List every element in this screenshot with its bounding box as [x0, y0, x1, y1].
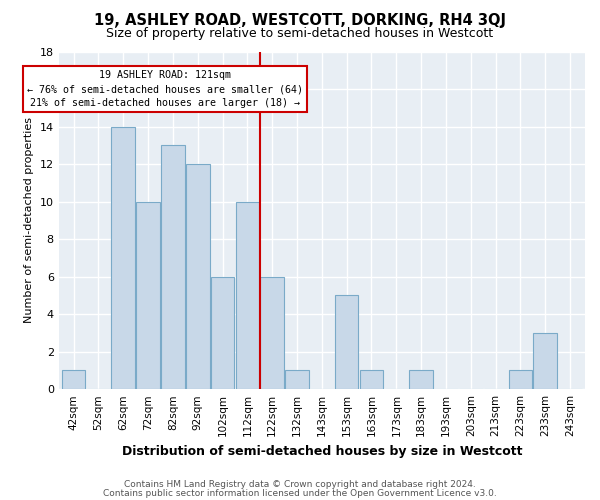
Bar: [409, 370, 433, 389]
Text: 19, ASHLEY ROAD, WESTCOTT, DORKING, RH4 3QJ: 19, ASHLEY ROAD, WESTCOTT, DORKING, RH4 …: [94, 12, 506, 28]
X-axis label: Distribution of semi-detached houses by size in Westcott: Distribution of semi-detached houses by …: [122, 444, 522, 458]
Text: Contains public sector information licensed under the Open Government Licence v3: Contains public sector information licen…: [103, 488, 497, 498]
Bar: [186, 164, 209, 389]
Y-axis label: Number of semi-detached properties: Number of semi-detached properties: [24, 118, 34, 324]
Bar: [211, 276, 235, 389]
Bar: [112, 126, 135, 389]
Bar: [335, 296, 358, 389]
Bar: [260, 276, 284, 389]
Bar: [360, 370, 383, 389]
Bar: [236, 202, 259, 389]
Text: 19 ASHLEY ROAD: 121sqm
← 76% of semi-detached houses are smaller (64)
21% of sem: 19 ASHLEY ROAD: 121sqm ← 76% of semi-det…: [28, 70, 304, 108]
Bar: [285, 370, 309, 389]
Bar: [62, 370, 85, 389]
Bar: [509, 370, 532, 389]
Bar: [136, 202, 160, 389]
Bar: [533, 333, 557, 389]
Text: Contains HM Land Registry data © Crown copyright and database right 2024.: Contains HM Land Registry data © Crown c…: [124, 480, 476, 489]
Text: Size of property relative to semi-detached houses in Westcott: Size of property relative to semi-detach…: [106, 28, 494, 40]
Bar: [161, 146, 185, 389]
